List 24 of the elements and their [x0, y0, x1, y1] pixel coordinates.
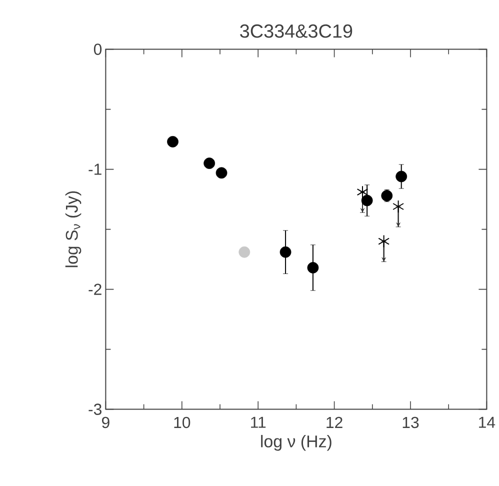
y-tick-label: -2 [88, 284, 102, 295]
point [216, 167, 228, 179]
point [378, 234, 390, 248]
point [361, 194, 373, 206]
x-axis-title: log ν (Hz) [261, 434, 332, 451]
chart-title: 3C334&3C19 [240, 24, 352, 38]
point [381, 190, 393, 202]
y-tick-label: 0 [94, 44, 102, 55]
point [307, 262, 319, 274]
x-tick-label: 14 [479, 416, 496, 428]
x-tick-label: 11 [251, 416, 266, 428]
point [396, 170, 408, 182]
x-tick-label: 13 [402, 416, 419, 428]
point [204, 158, 216, 169]
x-tick-label: 10 [174, 416, 190, 428]
point [238, 246, 250, 258]
y-tick-label: -3 [88, 404, 102, 415]
point [280, 246, 292, 258]
point [392, 200, 404, 213]
y-axis-title: log S$_{ν}$ (Jy) [65, 191, 82, 268]
y-tick-label: -1 [88, 164, 102, 175]
x-tick-label: 9 [102, 416, 110, 428]
point [167, 136, 178, 148]
x-tick-label: 12 [326, 416, 342, 428]
